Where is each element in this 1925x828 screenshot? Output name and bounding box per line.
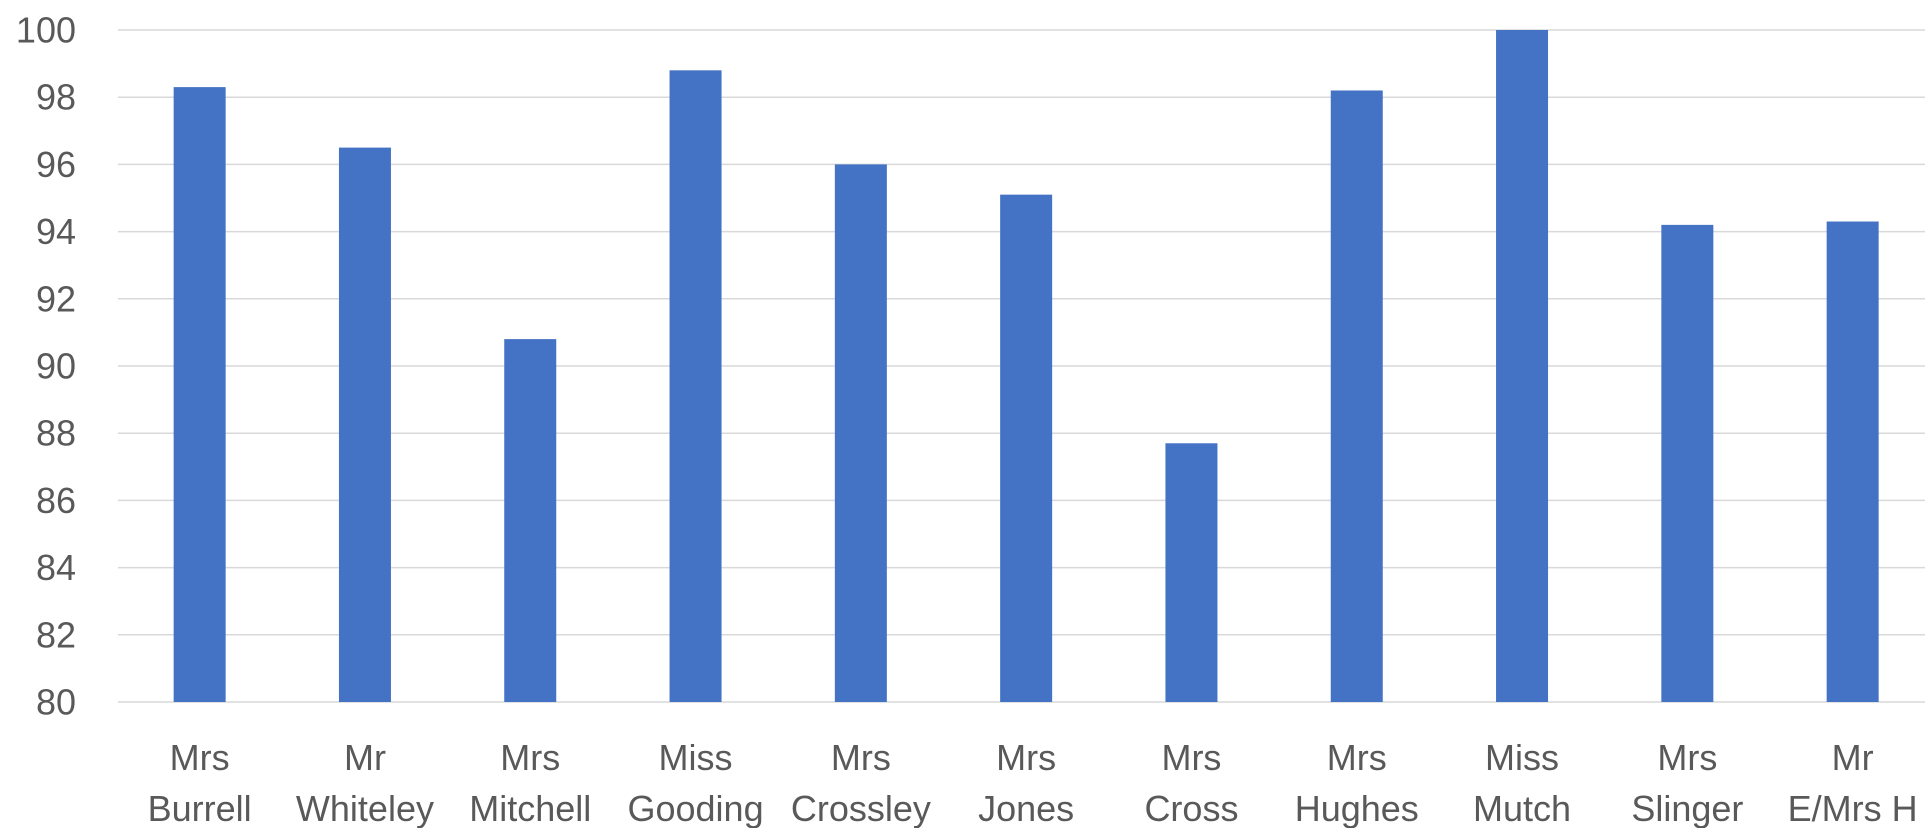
category-label-line-1: Mrs xyxy=(500,737,560,778)
bar-2 xyxy=(504,339,557,702)
bar-8 xyxy=(1496,30,1549,702)
y-tick-label: 96 xyxy=(36,144,76,185)
y-tick-label: 98 xyxy=(36,77,76,118)
category-label-line-1: Mrs xyxy=(996,737,1056,778)
category-label-line-2: Mutch xyxy=(1473,788,1571,828)
bar-1 xyxy=(338,147,391,703)
bar-0 xyxy=(173,87,226,703)
category-label: Mr Whiteley xyxy=(296,737,434,828)
category-label-line-2: Jones xyxy=(978,788,1074,828)
category-label-line-2: Cross xyxy=(1144,788,1238,828)
category-label: Mrs Cross xyxy=(1144,737,1238,828)
y-tick-label: 92 xyxy=(36,278,76,319)
x-axis-category-labels: Mrs Burrell Mr Whiteley Mrs Mitchell Miss Goodi… xyxy=(148,737,1918,828)
category-label-line-2: Mitchell xyxy=(469,788,591,828)
y-tick-label: 94 xyxy=(36,211,76,252)
category-label: Mr E/Mrs H xyxy=(1788,737,1918,828)
y-tick-label: 88 xyxy=(36,413,76,454)
category-label: Miss Mutch xyxy=(1473,737,1571,828)
category-label-line-1: Mrs xyxy=(1161,737,1221,778)
y-tick-label: 86 xyxy=(36,480,76,521)
category-label-line-1: Mrs xyxy=(1657,737,1717,778)
category-label: Mrs Jones xyxy=(978,737,1074,828)
category-label-line-1: Mr xyxy=(344,737,386,778)
category-label: Mrs Crossley xyxy=(791,737,931,828)
category-label-line-1: Miss xyxy=(659,737,733,778)
category-label-line-2: Burrell xyxy=(148,788,252,828)
bar-7 xyxy=(1330,90,1383,703)
bar-6 xyxy=(1165,443,1218,702)
y-tick-label: 84 xyxy=(36,547,76,588)
category-label: Mrs Slinger xyxy=(1631,737,1743,828)
bar-4 xyxy=(834,164,887,702)
category-label: Mrs Burrell xyxy=(148,737,252,828)
bar-5 xyxy=(1000,194,1053,702)
category-label-line-2: Slinger xyxy=(1631,788,1743,828)
y-tick-label: 82 xyxy=(36,614,76,655)
category-label-line-2: Crossley xyxy=(791,788,931,828)
category-label-line-1: Mr xyxy=(1832,737,1874,778)
bars xyxy=(173,30,1879,703)
category-label-line-1: Miss xyxy=(1485,737,1559,778)
category-label-line-2: Hughes xyxy=(1295,788,1419,828)
y-tick-label: 80 xyxy=(36,682,76,723)
category-label-line-1: Mrs xyxy=(170,737,230,778)
category-label-line-1: Mrs xyxy=(1327,737,1387,778)
category-label: Mrs Mitchell xyxy=(469,737,591,828)
category-label: Mrs Hughes xyxy=(1295,737,1419,828)
y-tick-label: 90 xyxy=(36,346,76,387)
y-tick-label: 100 xyxy=(16,10,76,51)
bar-10 xyxy=(1826,221,1879,702)
category-label-line-1: Mrs xyxy=(831,737,891,778)
bar-9 xyxy=(1661,224,1714,702)
category-label-line-2: Whiteley xyxy=(296,788,434,828)
y-axis-tick-labels: 80 82 84 86 88 90 92 94 96 98 100 xyxy=(16,10,76,723)
category-label: Miss Gooding xyxy=(627,737,763,828)
category-label-line-2: E/Mrs H xyxy=(1788,788,1918,828)
bar-3 xyxy=(669,70,722,702)
category-label-line-2: Gooding xyxy=(627,788,763,828)
